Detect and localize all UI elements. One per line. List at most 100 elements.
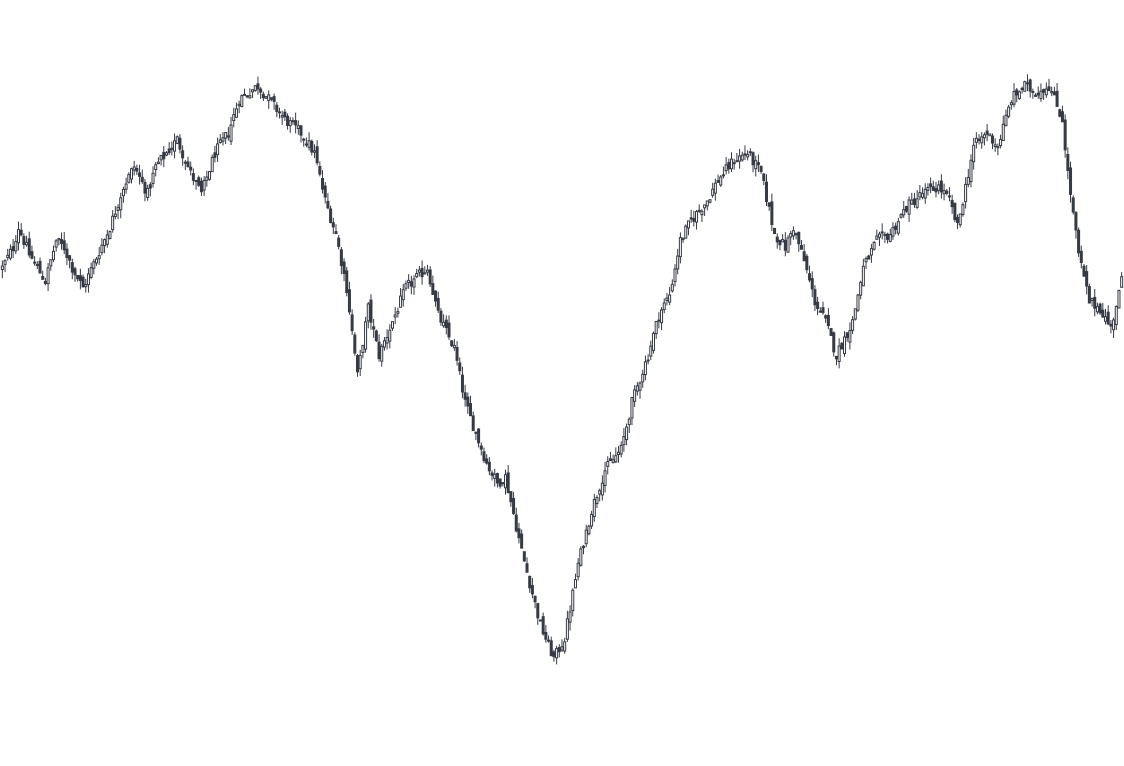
candle <box>1106 305 1110 326</box>
candle-body-up <box>0 265 4 271</box>
candle <box>124 177 128 194</box>
candle <box>143 178 147 202</box>
candle-body-up <box>95 258 99 264</box>
candle <box>38 257 42 274</box>
candle-body-up <box>590 513 594 527</box>
candle-body-up <box>105 234 109 245</box>
candle <box>568 605 572 631</box>
candle <box>711 182 715 198</box>
candle-body-down <box>479 445 483 450</box>
candle <box>1007 104 1011 119</box>
candle <box>996 143 1000 156</box>
candle <box>974 132 978 149</box>
candle-body-up <box>417 269 421 273</box>
candle-body-up <box>638 382 642 391</box>
candle-body-up <box>673 268 677 283</box>
candle-body-down <box>557 647 561 653</box>
candle <box>1034 93 1038 97</box>
candle-body-down <box>985 130 989 135</box>
candle <box>875 229 879 240</box>
candle-body-down <box>495 473 499 484</box>
candle-body-down <box>1047 86 1051 92</box>
candle-body-down <box>30 251 34 259</box>
candle-body-up <box>57 238 61 241</box>
candle <box>261 91 265 102</box>
candle <box>861 258 865 287</box>
candle <box>961 202 965 217</box>
candle-body-down <box>775 236 779 243</box>
candle-body-up <box>719 176 723 186</box>
candle-body-up <box>92 261 96 269</box>
candle-body-down <box>797 231 801 245</box>
candle-body-up <box>713 182 717 194</box>
candle <box>315 140 319 166</box>
candle-body-up <box>1114 306 1118 326</box>
candle <box>22 233 26 249</box>
candle-body-up <box>194 179 198 182</box>
candle <box>738 148 742 169</box>
candle-body-up <box>237 103 241 107</box>
candle-body-up <box>100 244 104 254</box>
candle-body-down <box>533 595 537 603</box>
candle-body-down <box>886 233 890 240</box>
candle <box>816 296 820 316</box>
candle-body-down <box>487 461 491 472</box>
candle <box>33 256 37 266</box>
candle <box>181 145 185 166</box>
candle <box>1120 272 1124 288</box>
candle-body-down <box>689 217 693 220</box>
candle <box>686 220 690 236</box>
candle-body-up <box>493 473 497 479</box>
candle <box>573 573 577 589</box>
candle <box>945 189 949 196</box>
candle-body-down <box>1020 87 1024 91</box>
candle-body-up <box>565 618 569 640</box>
candle <box>552 649 556 662</box>
candle <box>148 182 152 197</box>
candle-body-up <box>584 529 588 545</box>
candle-body-up <box>735 160 739 163</box>
candle <box>428 266 432 288</box>
candle <box>606 456 610 475</box>
candle <box>1114 305 1118 330</box>
candle-body-down <box>19 229 23 236</box>
candle <box>848 322 852 350</box>
candle <box>600 475 604 501</box>
candle-body-down <box>692 218 696 222</box>
candle <box>762 173 766 186</box>
candle-body-down <box>347 289 351 313</box>
candle <box>1093 288 1097 317</box>
candle <box>635 381 639 396</box>
candle <box>953 202 957 223</box>
candle-body-down <box>950 199 954 208</box>
candle-body-up <box>97 255 101 260</box>
candle <box>242 88 247 96</box>
candle-body-down <box>35 264 39 267</box>
candle <box>70 258 74 280</box>
candle <box>374 329 378 343</box>
candle-body-down <box>1109 323 1113 327</box>
candle-body-down <box>291 120 295 123</box>
candle <box>458 357 462 375</box>
candle-body-down <box>167 148 171 154</box>
candle-body-down <box>299 125 303 136</box>
candle-body-up <box>592 499 596 518</box>
candle-body-up <box>869 248 873 256</box>
candle-body-down <box>845 332 849 339</box>
candle-body-up <box>1120 276 1124 288</box>
candle <box>972 138 976 170</box>
candle-body-up <box>267 94 271 102</box>
candle-body-down <box>867 255 871 260</box>
candle-body-up <box>425 269 429 273</box>
candle <box>956 214 960 230</box>
candle-body-up <box>1044 88 1048 96</box>
candle-body-up <box>1007 106 1011 117</box>
candle <box>942 183 946 201</box>
candle-body-down <box>323 185 327 198</box>
candle-body-up <box>641 373 645 383</box>
candle-body-down <box>178 137 182 150</box>
candle-body-down <box>538 619 542 622</box>
candle <box>95 256 99 266</box>
candle <box>985 124 989 142</box>
candle-body-down <box>466 396 470 407</box>
